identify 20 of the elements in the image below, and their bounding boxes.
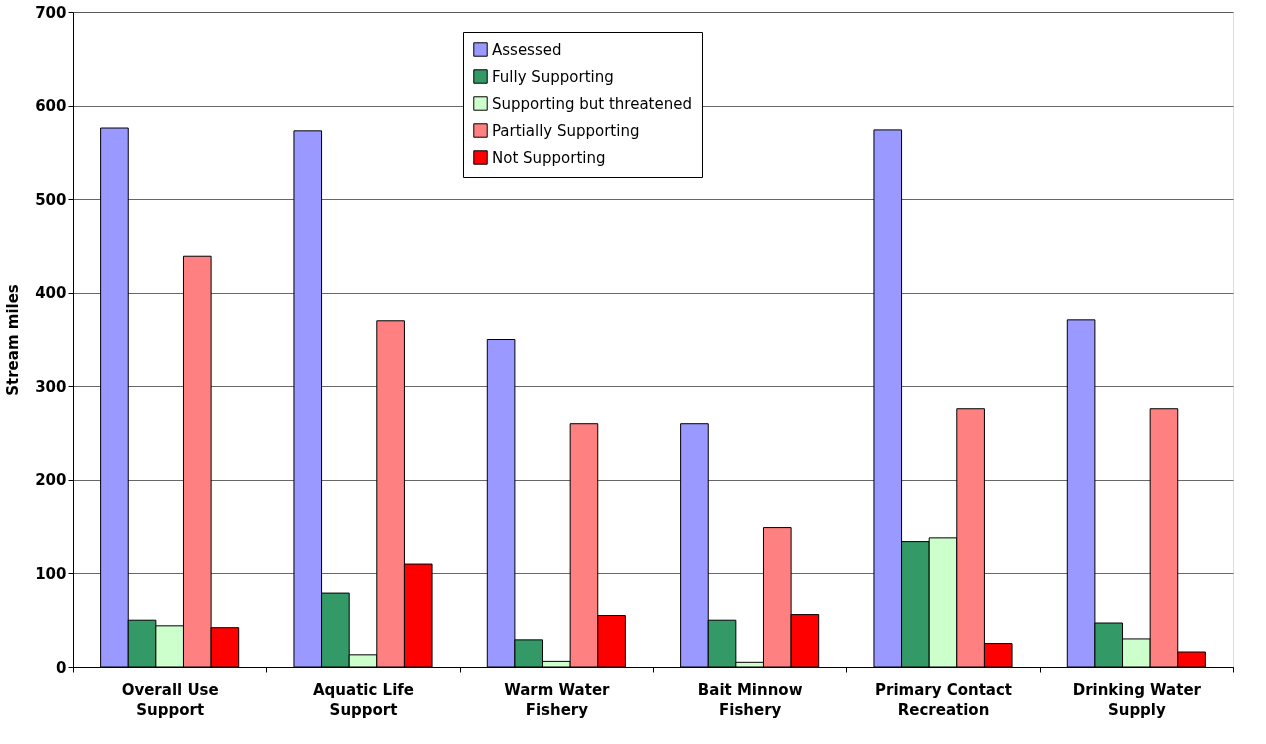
x-tick-label: Drinking Water Supply [1072,680,1202,719]
y-tick-label: 100 [35,564,67,583]
x-tick-label: Bait Minnow Fishery [697,680,803,719]
y-tick-label: 300 [35,377,67,396]
y-tick-label: 200 [35,471,67,490]
y-axis-title: Stream miles [4,284,23,396]
y-tick-label: 0 [56,658,67,677]
x-tick-label: Aquatic Life Support [313,680,414,719]
legend-label: Not Supporting [492,148,606,167]
x-tick-label: Primary Contact Recreation [874,680,1013,719]
y-tick-label: 500 [35,190,67,209]
legend-label: Fully Supporting [492,67,614,86]
y-tick-label: 400 [35,284,67,303]
y-tick-label: 600 [35,97,67,116]
legend-label: Supporting but threatened [492,94,692,113]
x-tick-label: Warm Water Fishery [504,680,611,719]
legend-label: Assessed [492,40,562,59]
y-tick-label: 700 [35,3,67,22]
legend-label: Partially Supporting [492,121,640,140]
x-tick-label: Overall Use Support [121,680,219,719]
